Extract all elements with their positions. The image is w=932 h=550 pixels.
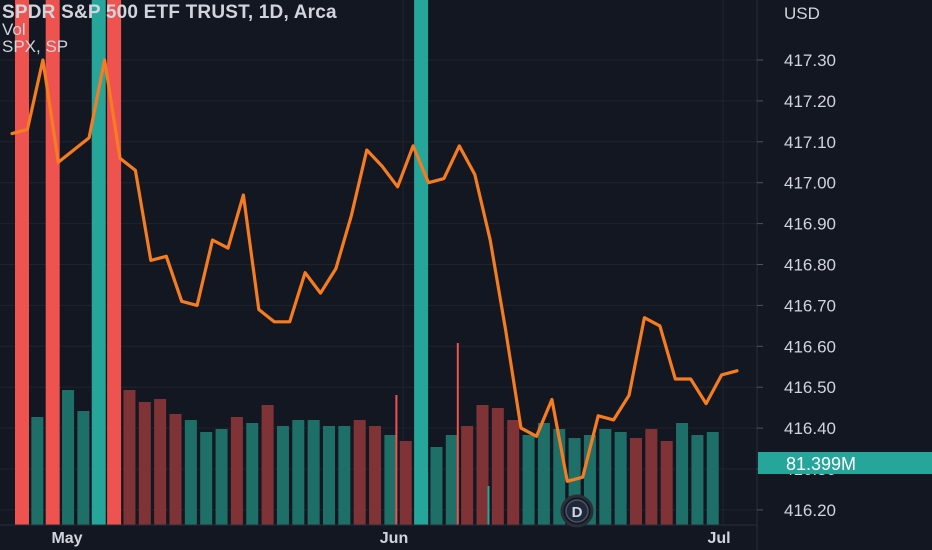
volume-bar [230, 417, 243, 525]
volume-bar [200, 432, 213, 525]
volume-bar [691, 435, 704, 525]
price-tick-label: 416.60 [784, 337, 836, 356]
volume-bar [491, 408, 504, 525]
price-tick-label: 416.20 [784, 501, 836, 520]
volume-badge: 81.399M [758, 452, 932, 474]
volume-bar [246, 423, 259, 525]
volume-bar [138, 402, 151, 525]
volume-bar [445, 435, 458, 525]
volume-bar [276, 426, 289, 525]
volume-spikes [395, 343, 490, 525]
time-tick-label: May [51, 530, 82, 547]
volume-bar [384, 435, 397, 525]
volume-bar [369, 426, 382, 525]
price-tick-label: 417.20 [784, 92, 836, 111]
volume-bar [537, 423, 550, 525]
dividend-marker-label: D [572, 504, 583, 521]
volume-bar [338, 426, 351, 525]
volume-bar [307, 420, 320, 525]
time-tick-label: Jul [707, 530, 730, 547]
volume-bar [522, 435, 535, 525]
price-tick-label: 417.00 [784, 174, 836, 193]
volume-bar [353, 420, 366, 525]
volume-label[interactable]: Vol [2, 20, 26, 39]
volume-bar [31, 417, 44, 525]
price-tick-label: 417.10 [784, 133, 836, 152]
highlight-bar [107, 0, 122, 525]
time-tick-label: Jun [380, 530, 408, 547]
dividend-marker-circle [565, 499, 589, 523]
volume-bar [123, 390, 136, 525]
volume-bar [169, 414, 182, 525]
volume-bar [184, 420, 197, 525]
volume-bar [399, 441, 412, 525]
volume-bar [62, 390, 75, 525]
price-tick-label: 417.30 [784, 51, 836, 70]
volume-bar [614, 432, 627, 525]
dividend-marker[interactable]: D [560, 494, 594, 528]
compare-label[interactable]: SPX, SP [2, 37, 69, 56]
volume-bar [430, 447, 443, 525]
volume-bar [461, 426, 474, 525]
price-line [10, 58, 739, 483]
price-tick-label: 416.90 [784, 215, 836, 234]
volume-bar [599, 429, 612, 525]
price-tick-label: 416.40 [784, 419, 836, 438]
volume-badge-value: 81.399M [786, 454, 856, 474]
price-tick-label: 416.50 [784, 378, 836, 397]
volume-bar [292, 420, 305, 525]
time-axis[interactable]: May Jun Jul [51, 530, 730, 547]
volume-bar [660, 441, 673, 525]
volume-bar [645, 429, 658, 525]
volume-bar [154, 399, 167, 525]
volume-bar [507, 420, 520, 525]
highlight-bar [45, 0, 60, 525]
highlight-bar [15, 0, 29, 525]
price-tick-label: 416.70 [784, 296, 836, 315]
volume-bar [323, 426, 335, 525]
volume-badge-bg [758, 452, 932, 474]
volume-bar [676, 423, 689, 525]
highlight-bar [414, 0, 429, 525]
volume-bar [630, 438, 642, 525]
currency-label: USD [784, 4, 820, 23]
volume-bar [261, 405, 274, 525]
symbol-title[interactable]: SPDR S&P 500 ETF TRUST, 1D, Arca [2, 2, 337, 23]
volume-bar [215, 429, 228, 525]
highlight-bar [91, 0, 106, 525]
price-tick-label: 416.80 [784, 256, 836, 275]
price-axis[interactable]: 417.30 417.20 417.10 417.00 416.90 416.80 416.… [757, 51, 836, 520]
volume-bar [706, 432, 719, 525]
volume-bar [77, 411, 90, 525]
volume-bar [476, 405, 489, 525]
